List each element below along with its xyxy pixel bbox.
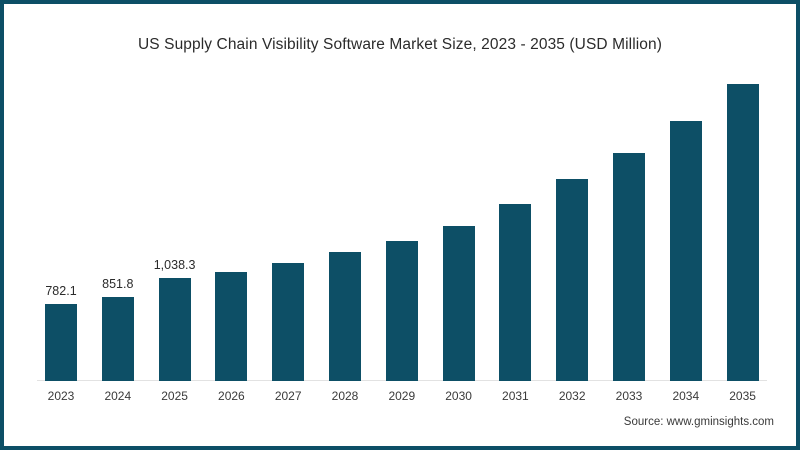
bar <box>613 153 645 381</box>
x-axis-tick-label: 2035 <box>729 389 756 403</box>
bar <box>272 263 305 381</box>
bar <box>726 84 759 381</box>
bar-value-label: 1,038.3 <box>153 258 196 273</box>
chart-title: US Supply Chain Visibility Software Mark… <box>138 36 662 53</box>
bar-value-label: 782.1 <box>45 283 77 298</box>
bar <box>158 278 191 381</box>
bar-value-label: 851.8 <box>102 276 134 291</box>
x-axis-tick-label: 2027 <box>274 389 302 403</box>
bar <box>669 120 702 381</box>
bar <box>101 296 134 381</box>
bar <box>442 225 475 381</box>
x-axis-tick-label: 2025 <box>161 389 188 403</box>
x-axis-tick-label: 2023 <box>47 389 75 403</box>
bar <box>215 271 248 381</box>
x-axis-tick-label: 2030 <box>445 389 472 403</box>
bar <box>45 303 77 381</box>
x-axis-tick-label: 2029 <box>388 389 416 403</box>
x-axis-tick-label: 2024 <box>104 389 132 403</box>
x-axis-tick-label: 2032 <box>558 389 586 403</box>
x-axis-tick-label: 2034 <box>672 389 700 403</box>
bar <box>556 179 589 381</box>
source-note: Source: www.gminsights.com <box>623 416 774 428</box>
bar <box>499 203 532 381</box>
bar <box>385 240 418 381</box>
x-axis-tick-label: 2028 <box>331 389 359 403</box>
x-axis-tick-label: 2033 <box>615 389 643 403</box>
x-axis-tick-label: 2026 <box>218 389 245 403</box>
plot-area: 782.1 851.8 1,038.3 <box>37 74 767 381</box>
x-axis-tick-label: 2031 <box>502 389 529 403</box>
bar <box>329 252 361 381</box>
